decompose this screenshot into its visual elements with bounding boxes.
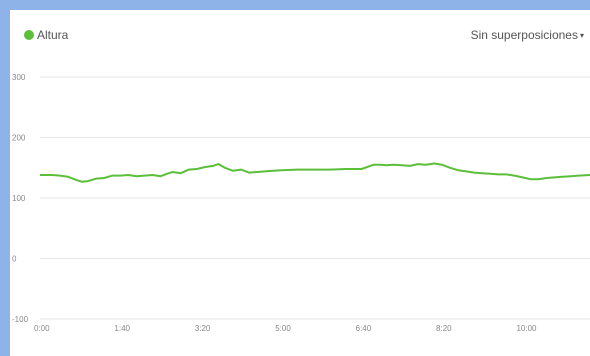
legend-marker-icon	[24, 30, 34, 40]
series-line-altura[interactable]	[40, 162, 590, 183]
y-axis-ticks: -100 0 100 200 300	[12, 73, 29, 324]
overlay-dropdown-label: Sin superposiciones	[470, 28, 578, 42]
x-tick-label: 3:20	[195, 324, 211, 333]
y-tick-label: 100	[12, 194, 26, 203]
legend[interactable]: Altura	[24, 28, 68, 42]
x-axis-ticks: 0:00 1:40 3:20 5:00 6:40 8:20 10:00	[34, 324, 537, 333]
chevron-down-icon: ▾	[579, 30, 584, 40]
elevation-chart: -100 0 100 200 300 0:00 1:40 3:20 5:00 6:40 8:20 1…	[12, 73, 590, 333]
y-tick-label: 200	[12, 134, 26, 143]
y-tick-label: -100	[12, 315, 29, 324]
chart-panel: Altura Sin superposiciones ▾ -100 0 100 200…	[10, 10, 590, 356]
x-tick-label: 5:00	[275, 324, 291, 333]
grid	[40, 76, 590, 320]
x-tick-label: 10:00	[516, 324, 537, 333]
x-tick-label: 0:00	[34, 324, 50, 333]
y-tick-label: 300	[12, 73, 26, 82]
x-tick-label: 8:20	[436, 324, 452, 333]
x-tick-label: 6:40	[356, 324, 372, 333]
y-tick-label: 0	[12, 255, 17, 264]
overlay-dropdown[interactable]: Sin superposiciones ▾	[471, 28, 584, 42]
legend-label: Altura	[37, 28, 69, 42]
series-layer	[40, 162, 590, 183]
x-tick-label: 1:40	[114, 324, 130, 333]
